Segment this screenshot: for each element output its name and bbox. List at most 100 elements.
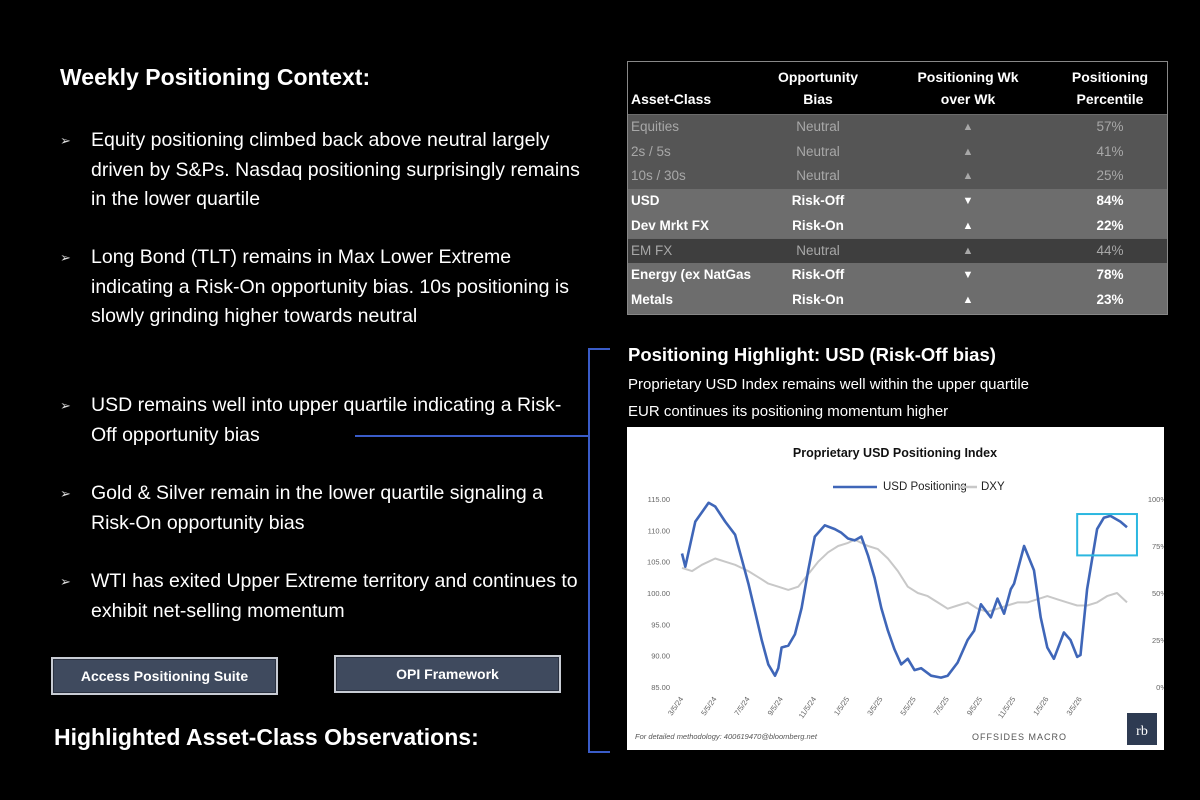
bullet-text: Gold & Silver remain in the lower quarti…	[91, 482, 543, 534]
table-row: Equities Neutral ▲ 57%	[628, 115, 1167, 140]
table-cell-bias: Neutral	[796, 119, 840, 134]
table-row: Energy (ex NatGas Risk-Off ▼ 78%	[628, 263, 1167, 288]
y-left-tick-label: 100.00	[647, 589, 670, 598]
triangle-up-icon: ▲	[962, 293, 974, 306]
bullet-arrow-icon: ➢	[60, 250, 71, 265]
bullet-long-bond: ➢ Long Bond (TLT) remains in Max Lower E…	[60, 243, 580, 332]
bullet-gold-silver: ➢ Gold & Silver remain in the lower quar…	[60, 479, 580, 538]
x-tick-label: 3/5/24	[666, 695, 685, 717]
x-tick-label: 7/5/25	[932, 695, 951, 717]
y-right-tick-label: 25%	[1152, 636, 1164, 645]
bullet-equity: ➢ Equity positioning climbed back above …	[60, 126, 580, 215]
x-tick-label: 3/5/26	[1064, 695, 1083, 717]
bullet-text: Equity positioning climbed back above ne…	[91, 129, 580, 210]
brand-text: OFFSIDES MACRO	[972, 732, 1067, 742]
header-opportunity-bias: Opportunity Bias	[777, 69, 859, 107]
table-cell-pct: 57%	[1096, 119, 1124, 134]
table-cell-asset: EM FX	[631, 242, 673, 258]
positioning-table: Asset-Class Opportunity Bias Positioning…	[627, 61, 1168, 315]
x-tick-label: 1/5/25	[832, 695, 851, 717]
triangle-up-icon: ▲	[962, 121, 974, 133]
header-percentile: Positioning Percentile	[1071, 69, 1149, 107]
table-cell-asset: Metals	[631, 291, 674, 307]
triangle-down-icon: ▼	[962, 195, 974, 208]
dxy-line	[681, 538, 1128, 613]
y-left-tick-label: 105.00	[647, 558, 670, 567]
chart-plot-area	[680, 501, 1138, 679]
triangle-up-icon: ▲	[962, 145, 974, 158]
triangle-up-icon: ▲	[962, 170, 974, 183]
opi-framework-button[interactable]: OPI Framework	[334, 655, 561, 693]
bullet-arrow-icon: ➢	[60, 574, 71, 589]
table-row: Metals Risk-On ▲ 23%	[628, 287, 1167, 313]
table-cell-bias: Neutral	[796, 168, 840, 184]
access-positioning-suite-button[interactable]: Access Positioning Suite	[51, 657, 278, 695]
highlight-title: Positioning Highlight: USD (Risk-Off bia…	[628, 344, 996, 365]
connector-bracket-bottom	[588, 751, 610, 753]
table-header: Asset-Class Opportunity Bias Positioning…	[628, 62, 1167, 114]
bullet-text: WTI has exited Upper Extreme territory a…	[91, 570, 578, 622]
observations-heading: Highlighted Asset-Class Observations:	[54, 724, 479, 750]
bullet-text: USD remains well into upper quartile ind…	[91, 394, 562, 446]
connector-bracket	[588, 348, 590, 752]
x-tick-label: 7/5/24	[732, 695, 751, 717]
header-wk-over-wk: Positioning Wk over Wk	[917, 69, 1019, 107]
table-cell-pct: 25%	[1096, 168, 1124, 184]
bullet-usd: ➢ USD remains well into upper quartile i…	[60, 391, 580, 450]
table-row: USD Risk-Off ▼ 84%	[628, 189, 1167, 214]
table-cell-bias: Neutral	[796, 143, 840, 159]
connector-bracket-top	[588, 348, 610, 350]
triangle-up-icon: ▲	[962, 219, 974, 232]
y-right-tick-label: 100%	[1148, 495, 1164, 504]
table-cell-asset: Dev Mrkt FX	[631, 217, 710, 233]
y-right-tick-label: 75%	[1152, 542, 1164, 551]
table-cell-pct: 41%	[1096, 143, 1124, 159]
table-cell-asset: USD	[631, 193, 660, 209]
usd-positioning-line	[680, 501, 1128, 679]
table-cell-pct: 78%	[1096, 267, 1124, 283]
table-cell-bias: Risk-On	[792, 217, 844, 233]
highlight-line-2: EUR continues its positioning momentum h…	[628, 403, 949, 420]
table-cell-asset: Equities	[631, 119, 680, 134]
y-right-tick-label: 0%	[1156, 683, 1164, 692]
bullet-arrow-icon: ➢	[60, 486, 71, 501]
chart-title: Proprietary USD Positioning Index	[793, 446, 997, 460]
brand-logo	[1127, 713, 1157, 745]
table-cell-asset: 10s / 30s	[631, 168, 686, 184]
bullet-arrow-icon: ➢	[60, 133, 71, 148]
table-cell-pct: 23%	[1096, 291, 1124, 307]
table-row: Dev Mrkt FX Risk-On ▲ 22%	[628, 213, 1167, 239]
weekly-positioning-heading: Weekly Positioning Context:	[60, 64, 371, 90]
brand-logo-text: rb	[1136, 724, 1148, 739]
x-tick-label: 11/5/24	[797, 695, 818, 720]
y-left-tick-label: 95.00	[651, 620, 670, 629]
highlight-box	[1076, 513, 1138, 557]
table-cell-bias: Risk-On	[792, 291, 844, 307]
table-cell-asset: 2s / 5s	[631, 143, 671, 159]
triangle-up-icon: ▲	[962, 244, 974, 257]
table-cell-bias: Neutral	[796, 242, 840, 258]
triangle-down-icon: ▼	[962, 269, 974, 282]
x-tick-label: 5/5/24	[699, 695, 718, 717]
table-row: 2s / 5s Neutral ▲ 41%	[628, 139, 1167, 165]
y-left-tick-label: 115.00	[648, 495, 670, 504]
usd-chart-panel: Proprietary USD Positioning Index USD Po…	[627, 427, 1167, 750]
table-cell-asset: Energy (ex NatGas	[631, 267, 752, 283]
bullet-text: Long Bond (TLT) remains in Max Lower Ext…	[91, 246, 570, 327]
y-left-tick-label: 110.00	[648, 526, 670, 535]
usd-positioning-chart: Proprietary USD Positioning Index USD Po…	[635, 446, 1167, 745]
legend-usd-label: USD Positioning	[883, 481, 967, 493]
x-tick-label: 9/5/24	[766, 695, 785, 717]
y-left-tick-label: 90.00	[651, 652, 670, 661]
table-cell-pct: 84%	[1096, 193, 1124, 209]
x-tick-label: 9/5/25	[965, 695, 984, 717]
x-tick-label: 3/5/25	[865, 695, 884, 717]
connector-line	[355, 435, 589, 437]
x-tick-label: 5/5/25	[898, 695, 917, 717]
table-row: 10s / 30s Neutral ▲ 25%	[628, 164, 1167, 190]
header-asset-class: Asset-Class	[631, 91, 712, 107]
bullet-arrow-icon: ➢	[60, 398, 71, 413]
chart-footnote: For detailed methodology: 400619470@bloo…	[635, 732, 818, 741]
bullet-wti: ➢ WTI has exited Upper Extreme territory…	[60, 567, 580, 626]
highlight-line-1: Proprietary USD Index remains well withi…	[628, 376, 1030, 393]
